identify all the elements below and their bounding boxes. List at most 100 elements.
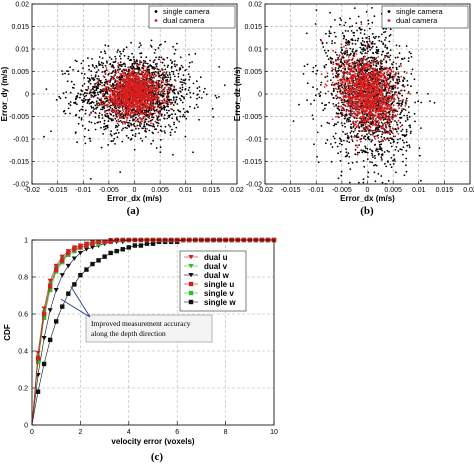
data-point [99,121,102,123]
data-point [86,77,89,79]
data-point [402,146,405,149]
data-point [104,78,107,81]
data-point [103,84,106,87]
data-point [382,119,385,121]
data-point [123,108,126,111]
data-point [76,141,78,144]
data-point [345,151,348,154]
data-point [97,81,99,84]
data-point [87,57,89,59]
data-point [119,98,122,100]
data-point [325,104,328,106]
data-point [161,67,163,70]
data-point [385,28,387,30]
data-point [196,97,198,100]
data-point [149,106,152,109]
data-point [388,139,390,142]
data-point [116,51,119,53]
data-point [74,101,77,104]
data-point [155,147,158,149]
data-point [373,171,376,174]
data-point [128,80,131,83]
data-point [346,117,349,120]
data-point [157,119,159,122]
data-point [397,97,400,100]
data-point [389,133,391,136]
y-tick-label: 0.02 [15,2,29,9]
data-point [401,94,404,97]
data-point [387,121,390,124]
data-point [123,94,126,97]
data-point [98,114,100,117]
data-point [391,75,394,78]
data-point [157,47,160,49]
data-point [140,86,142,89]
data-point [103,128,106,131]
data-point [129,90,132,93]
data-point [165,73,167,75]
data-point [336,91,339,93]
data-point [121,96,124,98]
data-point [346,51,349,54]
data-point [166,101,169,104]
data-point [184,69,187,72]
data-point [136,109,139,112]
data-point [379,146,382,149]
data-point [137,72,140,74]
data-point [148,80,151,83]
data-point [138,66,140,69]
data-point [179,87,182,89]
data-point [82,101,84,104]
data-point [144,101,147,103]
data-point [110,72,113,75]
data-point [114,91,116,93]
data-point [408,146,411,149]
data-point [164,83,166,86]
data-point [147,109,150,112]
data-point [175,98,178,101]
data-point [363,130,366,133]
data-point [408,144,411,147]
data-point [382,123,384,125]
data-point [349,131,352,134]
data-point [394,149,397,151]
data-point [100,51,102,53]
data-point [173,121,176,124]
data-point [352,126,355,128]
data-point [392,163,395,165]
data-point [340,65,343,67]
data-point [328,101,330,104]
x-tick-label: -0.02 [24,187,40,194]
data-point [370,47,373,49]
data-point [348,181,351,184]
data-point [349,82,352,85]
data-point [369,161,371,163]
data-point [144,115,147,118]
data-point [133,87,136,90]
data-point [157,72,160,75]
data-point [378,39,381,42]
data-point [159,61,162,63]
data-point [174,113,177,115]
data-point [386,52,388,55]
data-point [110,130,112,133]
data-point [356,61,358,64]
data-point [114,126,117,129]
data-point [173,52,176,55]
data-point [178,110,181,113]
data-point [320,125,323,127]
data-point [302,73,305,75]
data-point [136,113,139,116]
data-point [122,120,125,123]
data-point [87,80,90,83]
data-point [110,119,113,122]
data-point [113,104,116,107]
data-point [180,94,183,97]
data-point [344,82,347,84]
data-point [90,101,93,104]
data-point [381,181,384,184]
data-point [169,89,171,92]
data-point [167,124,170,126]
data-point [156,124,159,127]
data-point [166,92,169,95]
